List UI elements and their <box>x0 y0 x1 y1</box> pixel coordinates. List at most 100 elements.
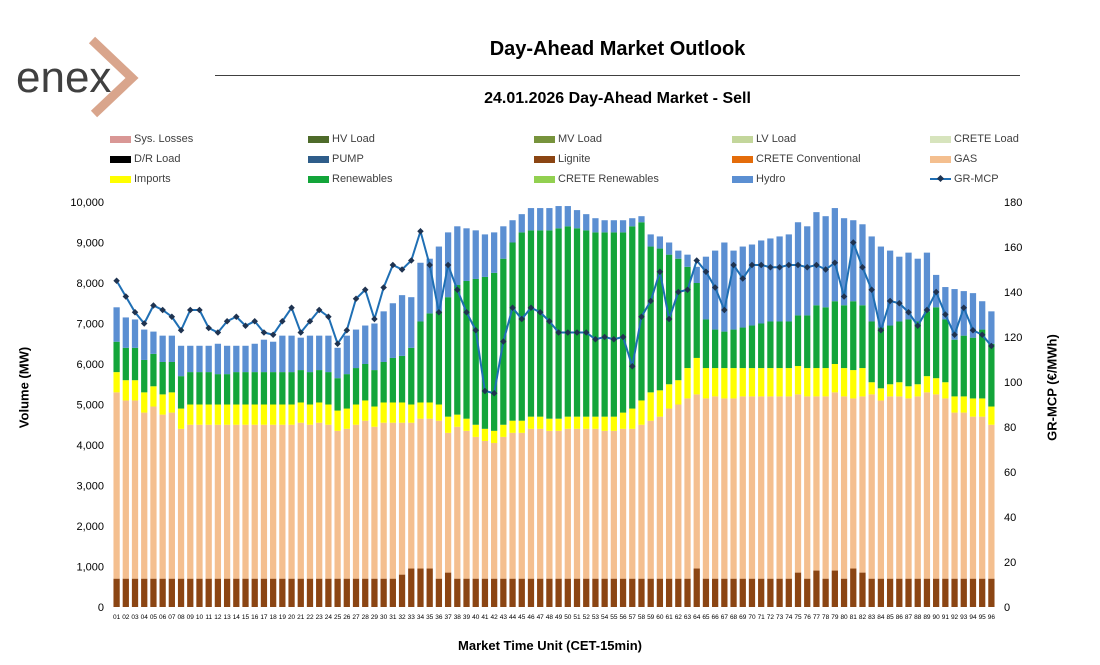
x-tick-label: 01 <box>113 614 121 621</box>
legend-line-marker <box>930 174 951 184</box>
gr-mcp-point <box>269 331 277 339</box>
bar-lignite <box>196 578 203 607</box>
bar-lignite <box>684 578 691 607</box>
bar-imports <box>979 398 986 417</box>
bar-lignite <box>472 578 479 607</box>
bar-gas <box>923 392 931 579</box>
gr-mcp-point <box>251 317 258 325</box>
bar-gas <box>739 396 746 579</box>
bar-gas <box>988 424 995 579</box>
bar-lignite <box>491 578 498 607</box>
bar-hydro <box>491 232 498 273</box>
bar-imports <box>684 368 691 399</box>
bar-gas <box>214 424 222 579</box>
bar-lignite <box>859 572 866 607</box>
bar-imports <box>840 368 848 397</box>
legend-label: Lignite <box>558 153 591 165</box>
gr-mcp-point <box>279 317 286 325</box>
legend-swatch <box>534 175 555 183</box>
bar-hydro <box>297 337 304 371</box>
bar-lignite <box>988 578 995 607</box>
bar-hydro <box>896 256 903 322</box>
x-tick-label: 55 <box>610 614 618 621</box>
legend-label: CRETE Conventional <box>756 153 861 165</box>
bar-renewables <box>141 359 148 393</box>
legend-label: Hydro <box>756 173 786 185</box>
y2-tick-label: 120 <box>1004 332 1022 344</box>
bar-imports <box>758 368 765 397</box>
bar-imports <box>509 420 516 433</box>
bar-gas <box>417 418 424 569</box>
bar-imports <box>767 368 774 397</box>
legend-label: CRETE Renewables <box>558 173 659 185</box>
bar-gas <box>933 394 940 579</box>
legend-swatch <box>308 155 329 163</box>
bar-lignite <box>214 578 222 607</box>
legend-label: HV Load <box>332 133 375 145</box>
x-tick-label: 81 <box>850 614 858 621</box>
bar-renewables <box>656 248 664 391</box>
y-tick-label: 7,000 <box>76 319 104 331</box>
legend-item: GR-MCP <box>930 172 999 186</box>
gr-mcp-point <box>196 306 203 314</box>
enex-logo: enex <box>14 34 149 124</box>
bar-gas <box>979 416 986 579</box>
bar-hydro <box>629 218 636 227</box>
bar-lignite <box>583 578 590 607</box>
bar-renewables <box>638 222 645 401</box>
bar-lignite <box>150 578 157 607</box>
bar-renewables <box>537 230 544 417</box>
bar-hydro <box>316 335 323 371</box>
bar-renewables <box>491 272 498 431</box>
gr-mcp-point <box>371 315 378 323</box>
x-tick-label: 82 <box>859 614 867 621</box>
bar-imports <box>325 404 332 425</box>
bar-hydro <box>417 262 424 322</box>
bar-imports <box>362 400 369 421</box>
gr-mcp-point <box>693 257 700 264</box>
y-axis-label: Volume (MW) <box>16 346 32 429</box>
x-tick-label: 72 <box>767 614 775 621</box>
bar-gas <box>886 396 894 579</box>
gr-mcp-point <box>619 333 627 341</box>
legend-item: Sys. Losses <box>110 132 193 146</box>
bar-gas <box>555 430 562 579</box>
bar-renewables <box>325 372 332 405</box>
x-tick-label: 58 <box>638 614 646 621</box>
bar-lignite <box>325 578 332 607</box>
bar-hydro <box>270 341 277 373</box>
bar-renewables <box>168 361 175 393</box>
bar-gas <box>334 430 341 579</box>
x-tick-label: 80 <box>840 614 848 621</box>
legend-label: LV Load <box>756 133 797 145</box>
bar-hydro <box>242 345 249 373</box>
bar-imports <box>205 404 212 425</box>
bar-gas <box>675 404 682 579</box>
bar-renewables <box>592 232 599 417</box>
bar-imports <box>491 430 498 443</box>
bar-gas <box>665 408 673 579</box>
bar-imports <box>500 424 507 437</box>
x-tick-label: 65 <box>702 614 710 621</box>
bar-imports <box>352 404 360 425</box>
gr-mcp-point <box>417 227 424 235</box>
bar-gas <box>205 424 212 579</box>
bar-gas <box>131 400 139 579</box>
bar-renewables <box>840 305 848 369</box>
bar-lignite <box>454 578 461 607</box>
bar-renewables <box>131 347 139 381</box>
x-tick-label: 79 <box>831 614 839 621</box>
bar-renewables <box>472 278 479 425</box>
bar-hydro <box>343 335 350 375</box>
bar-hydro <box>352 329 360 369</box>
bar-imports <box>546 418 553 431</box>
bar-lignite <box>638 578 645 607</box>
bar-hydro <box>942 287 949 320</box>
bar-renewables <box>583 230 590 417</box>
bar-imports <box>288 404 295 425</box>
bar-gas <box>472 436 479 579</box>
x-tick-label: 78 <box>822 614 830 621</box>
bar-renewables <box>177 376 185 409</box>
bar-gas <box>840 396 848 579</box>
gr-mcp-point <box>739 275 747 282</box>
